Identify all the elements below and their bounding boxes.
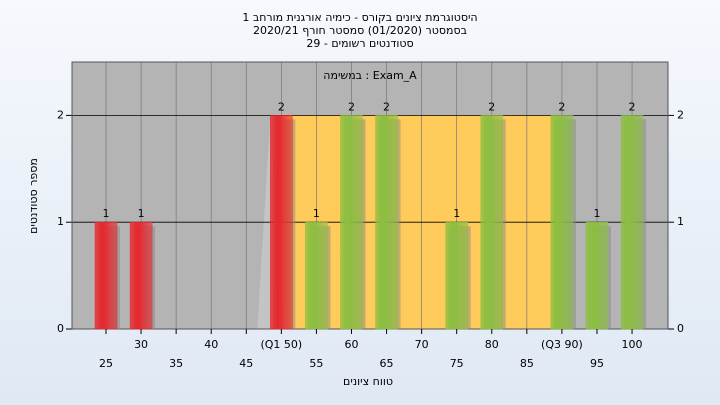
x-tick-label: 55 xyxy=(309,357,323,370)
y-tick-label: 2 xyxy=(57,108,64,121)
data-label: 1 xyxy=(453,207,460,220)
data-label: 2 xyxy=(558,100,565,113)
data-label: 2 xyxy=(629,100,636,113)
chart-subtitle: סטודנטים רשומים - 29 xyxy=(306,37,413,50)
x-tick-label: (Q1 50) xyxy=(260,338,302,351)
x-tick-label: 40 xyxy=(204,338,218,351)
data-label: 2 xyxy=(348,100,355,113)
y-axis-label: מספר סטודנטים xyxy=(27,158,40,234)
data-label: 1 xyxy=(593,207,600,220)
y-tick-label: 0 xyxy=(57,322,64,335)
x-tick-label: (Q3 90) xyxy=(541,338,583,351)
data-label: 1 xyxy=(138,207,145,220)
bar xyxy=(480,115,504,330)
x-tick-label: 70 xyxy=(415,338,429,351)
data-label: 2 xyxy=(383,100,390,113)
data-label: 2 xyxy=(488,100,495,113)
x-axis-label: טווח ציונים xyxy=(343,375,393,388)
annotation: במשימה : Exam_A xyxy=(323,69,417,82)
bar xyxy=(129,221,153,330)
chart-title: היסטוגרמת ציונים בקורס - כימיה אורגנית מ… xyxy=(242,11,477,24)
data-label: 2 xyxy=(278,100,285,113)
x-tick-label: 60 xyxy=(344,338,358,351)
bar xyxy=(445,221,468,330)
bar xyxy=(585,221,609,330)
data-label: 1 xyxy=(103,207,110,220)
bar xyxy=(340,115,363,330)
x-tick-label: 85 xyxy=(520,357,534,370)
x-tick-label: 35 xyxy=(169,357,183,370)
x-tick-label: 75 xyxy=(450,357,464,370)
bar xyxy=(375,115,398,330)
bar xyxy=(620,115,644,330)
x-tick-label: 25 xyxy=(99,357,113,370)
x-tick-label: 30 xyxy=(134,338,148,351)
bar xyxy=(270,115,293,330)
x-tick-label: 45 xyxy=(239,357,253,370)
x-tick-label: 65 xyxy=(380,357,394,370)
data-label: 1 xyxy=(313,207,320,220)
plot-border xyxy=(71,61,669,330)
x-tick-label: 95 xyxy=(590,357,604,370)
bar xyxy=(94,221,118,330)
y-tick-label: 2 xyxy=(677,108,684,121)
bar xyxy=(550,115,574,330)
y-tick-label: 1 xyxy=(677,215,684,228)
x-tick-label: 100 xyxy=(622,338,643,351)
bar xyxy=(305,221,328,330)
y-tick-label: 0 xyxy=(677,322,684,335)
x-tick-label: 80 xyxy=(485,338,499,351)
chart-subtitle: בסמסטר (01/2020) סמסטר חורף 2020/21 xyxy=(253,24,467,37)
y-tick-label: 1 xyxy=(57,215,64,228)
